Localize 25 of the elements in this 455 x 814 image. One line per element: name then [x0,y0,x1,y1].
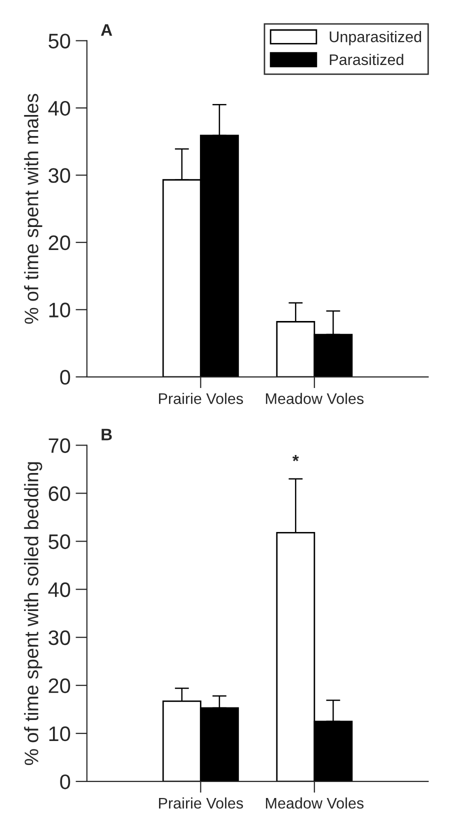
y-tick-label: 40 [48,582,70,598]
legend-label: Parasitized [330,54,404,66]
x-tick-label: Prairie Voles [159,392,243,404]
y-tick-label: 50 [48,34,70,48]
y-tick-label: 0 [60,774,70,790]
chart-title: A [100,24,112,36]
y-tick-label: 10 [49,726,70,742]
y-tick-label: 40 [48,100,70,116]
y-tick-label: 10 [49,302,70,318]
x-tick-label: Meadow Voles [266,392,364,404]
x-tick-label: Meadow Voles [266,797,364,809]
y-tick-label: 60 [48,486,70,502]
annotation: * [292,455,299,462]
y-tick-label: 20 [48,235,70,250]
y-tick-label: 70 [48,438,70,454]
y-tick-label: 20 [48,678,70,694]
y-tick-label: 30 [48,168,70,183]
legend-label: Unparasitized [330,31,422,46]
y-tick-label: 50 [48,534,70,550]
chart-title: B [102,428,112,440]
y-axis-title: % of time spent with males [24,94,42,324]
y-tick-label: 0 [60,370,70,385]
x-tick-label: Prairie Voles [159,797,243,809]
y-tick-label: 30 [48,630,70,646]
y-axis-title: % of time spent with soiled bedding [24,462,42,766]
